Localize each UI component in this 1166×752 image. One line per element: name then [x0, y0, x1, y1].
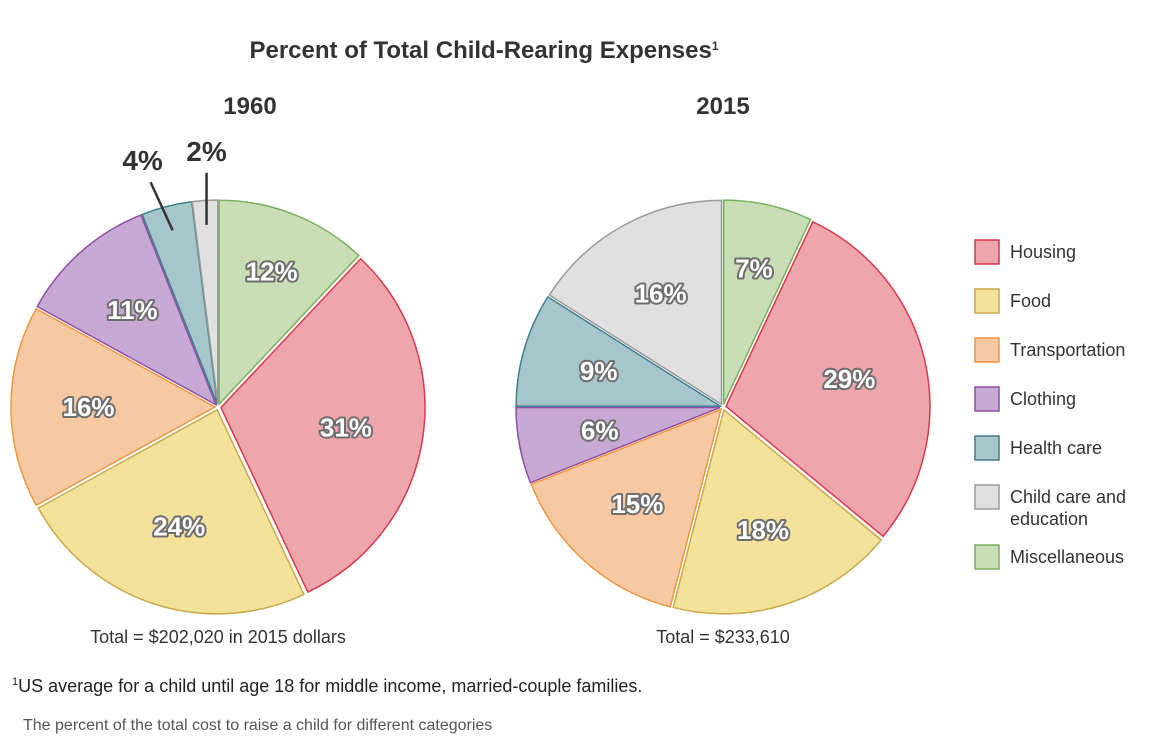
- legend-label-housing: Housing: [1010, 242, 1076, 262]
- legend-swatch-miscellaneous: [974, 544, 1000, 570]
- callout-label-1960-health-care: 4%: [122, 145, 163, 176]
- slice-1960-food: [37, 408, 305, 615]
- legend-item-food: Food: [974, 288, 1051, 314]
- callout-line-1960-health-care: [149, 181, 174, 231]
- pie-2015-year: 2015: [696, 93, 749, 120]
- slice-label-2015-child-care-and-education: 16%: [635, 279, 687, 309]
- slice-2015-food: [672, 408, 883, 615]
- slice-label-2015-transportation: 15%: [611, 489, 663, 519]
- legend-label-clothing: Clothing: [1010, 389, 1076, 409]
- slice-label-1960-food: 24%: [153, 511, 205, 541]
- legend-label-transportation: Transportation: [1010, 340, 1125, 360]
- legend-label-miscellaneous: Miscellaneous: [1010, 547, 1124, 567]
- footnote-marker: 1: [12, 676, 19, 688]
- legend: Housing Food Transportation Clothing Health …: [974, 239, 1126, 570]
- slice-2015-clothing: [515, 406, 721, 484]
- legend-item-health-care: Health care: [974, 435, 1102, 461]
- slice-label-2015-food: 18%: [737, 515, 789, 545]
- footnote-text: US average for a child until age 18 for …: [18, 676, 643, 696]
- slice-2015-housing: [725, 220, 931, 538]
- caption: The percent of the total cost to raise a…: [23, 717, 493, 734]
- pie-2015: 7% 29% 18% 15% 6% 9% 16%: [515, 199, 931, 615]
- chart-title: Percent of Total Child-Rearing Expenses1: [249, 37, 718, 64]
- slice-label-1960-housing: 31%: [320, 412, 372, 442]
- slice-1960-clothing: [36, 214, 218, 407]
- slice-label-1960-transportation: 16%: [62, 392, 114, 422]
- pie-1960-total: Total = $202,020 in 2015 dollars: [90, 627, 346, 647]
- slice-label-2015-miscellaneous: 7%: [735, 254, 773, 284]
- legend-swatch-child-care-and-education: [974, 484, 1000, 510]
- pie-1960-year: 1960: [223, 93, 276, 120]
- slice-label-2015-clothing: 6%: [581, 415, 619, 445]
- legend-label-child-care-and-education-line2: education: [1010, 509, 1088, 529]
- title-footnote-marker: 1: [712, 39, 719, 53]
- pie-1960: 12% 31% 24% 16% 11% 4% 2%: [10, 136, 426, 615]
- slice-2015-health-care: [515, 295, 723, 407]
- legend-swatch-health-care: [974, 435, 1000, 461]
- legend-item-housing: Housing: [974, 239, 1076, 265]
- chart-title-text: Percent of Total Child-Rearing Expenses: [249, 37, 711, 64]
- legend-label-health-care: Health care: [1010, 438, 1102, 458]
- legend-swatch-transportation: [974, 337, 1000, 363]
- slice-1960-miscellaneous: [218, 199, 360, 407]
- pie-2015-total: Total = $233,610: [656, 627, 790, 647]
- slice-2015-transportation: [530, 408, 723, 608]
- slice-2015-child-care-and-education: [548, 199, 723, 406]
- slice-2015-miscellaneous: [722, 199, 812, 405]
- legend-item-transportation: Transportation: [974, 337, 1125, 363]
- legend-label-child-care-and-education: Child care and: [1010, 487, 1126, 507]
- slice-label-2015-housing: 29%: [823, 364, 875, 394]
- legend-swatch-food: [974, 288, 1000, 314]
- slice-1960-transportation: [10, 307, 217, 507]
- slice-label-2015-health-care: 9%: [580, 356, 618, 386]
- slice-1960-child-care-and-education: [191, 199, 219, 405]
- legend-swatch-housing: [974, 239, 1000, 265]
- footnote: 1US average for a child until age 18 for…: [12, 676, 642, 697]
- legend-swatch-clothing: [974, 386, 1000, 412]
- legend-label-food: Food: [1010, 291, 1051, 311]
- slice-1960-housing: [220, 257, 426, 594]
- slice-label-1960-clothing: 11%: [107, 295, 158, 325]
- legend-item-clothing: Clothing: [974, 386, 1076, 412]
- callout-label-1960-child-care-and-education: 2%: [186, 136, 227, 167]
- legend-item-miscellaneous: Miscellaneous: [974, 544, 1124, 570]
- slice-label-1960-miscellaneous: 12%: [246, 256, 298, 286]
